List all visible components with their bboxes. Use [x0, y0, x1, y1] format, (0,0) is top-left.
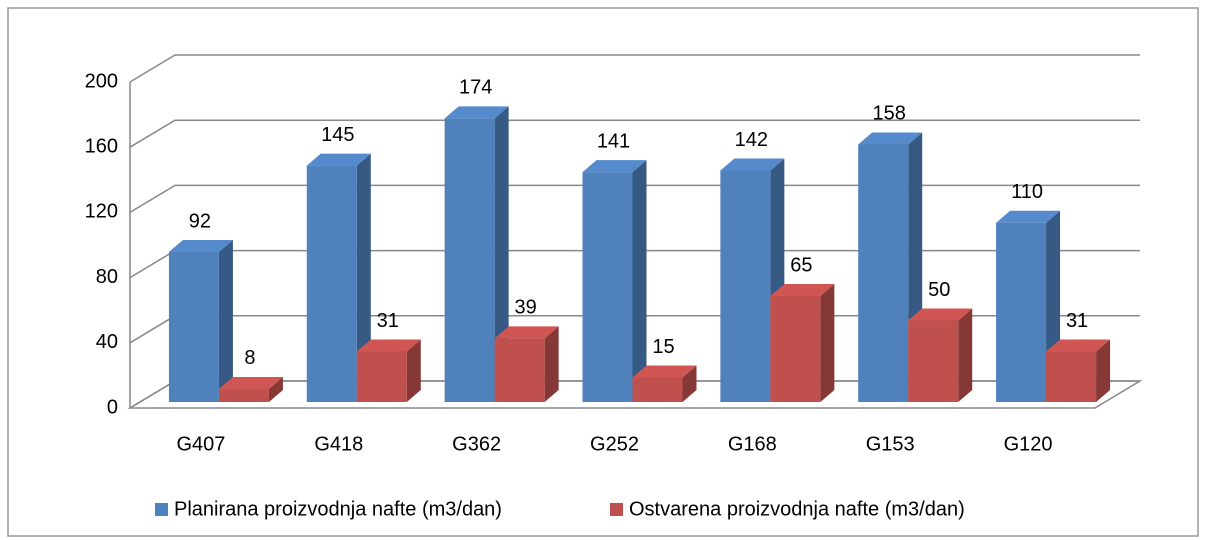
x-tick-label: G418	[314, 433, 363, 455]
bar-top	[858, 132, 923, 145]
bar-front	[218, 388, 269, 402]
y-tick-label: 160	[85, 135, 118, 157]
bar-side	[356, 153, 371, 402]
bar-front	[306, 165, 357, 402]
value-label: 8	[244, 347, 255, 369]
bar	[770, 284, 835, 402]
grid-line	[129, 119, 1140, 148]
bar	[168, 240, 233, 402]
value-label: 39	[515, 297, 537, 319]
bar-side	[682, 365, 697, 402]
value-label: 65	[790, 254, 812, 276]
y-tick-label: 200	[85, 70, 118, 92]
bar-side	[494, 106, 509, 402]
bar-top	[908, 308, 973, 321]
x-tick-label: G252	[590, 433, 639, 455]
value-label: 110	[1011, 181, 1043, 203]
bar	[632, 365, 697, 402]
bar-side	[544, 326, 559, 402]
bar-top	[444, 106, 509, 119]
bar-front	[582, 172, 633, 402]
bar	[218, 376, 283, 402]
value-label: 31	[1066, 310, 1088, 332]
value-label: 92	[189, 210, 211, 232]
legend-label: Ostvarena proizvodnja nafte (m3/dan)	[629, 498, 965, 520]
legend-label: Planirana proizvodnja nafte (m3/dan)	[174, 498, 502, 520]
bar-side	[958, 308, 973, 402]
value-label: 158	[873, 103, 906, 125]
value-label: 15	[652, 336, 674, 358]
y-tick-label: 0	[107, 396, 118, 418]
value-label: 174	[459, 77, 492, 99]
bar-front	[908, 320, 959, 402]
value-label: 142	[735, 129, 768, 151]
bar-front	[356, 351, 407, 402]
bar-top	[168, 240, 233, 253]
bar-front	[444, 118, 495, 402]
bar-side	[218, 240, 233, 402]
bar-front	[996, 222, 1047, 402]
bar-top	[770, 284, 835, 297]
bar	[996, 210, 1061, 402]
bar-top	[582, 160, 647, 173]
legend-swatch	[155, 503, 168, 516]
bar-top	[632, 365, 697, 378]
bar-top	[356, 339, 421, 352]
bar-front	[858, 144, 909, 402]
legend-swatch	[610, 503, 623, 516]
value-label: 141	[597, 130, 630, 152]
bar-side	[632, 160, 647, 402]
bar-side	[1096, 339, 1111, 402]
bar-top	[494, 326, 559, 339]
bar	[1046, 339, 1111, 402]
y-tick-label: 120	[85, 201, 118, 223]
bar	[306, 153, 371, 402]
x-tick-label: G153	[866, 433, 915, 455]
x-tick-label: G120	[1004, 433, 1053, 455]
value-label: 31	[377, 310, 399, 332]
bar	[444, 106, 509, 402]
bar	[908, 308, 973, 402]
bar-top	[996, 210, 1061, 223]
bar-top	[218, 376, 283, 389]
bar-front	[1046, 351, 1097, 402]
bar	[356, 339, 421, 402]
bar-top	[1046, 339, 1111, 352]
grid-line	[129, 184, 1140, 214]
y-tick-label: 80	[96, 266, 118, 288]
bar-top	[720, 158, 785, 171]
bar-front	[720, 170, 771, 402]
x-tick-label: G362	[452, 433, 501, 455]
bar	[582, 160, 647, 402]
value-label: 145	[321, 124, 354, 146]
bar-front	[168, 252, 219, 402]
bar	[494, 326, 559, 402]
bar-top	[306, 153, 371, 166]
value-label: 50	[928, 279, 950, 301]
bar-side	[406, 339, 421, 402]
y-tick-label: 40	[96, 331, 118, 353]
bar-front	[632, 377, 683, 402]
bar-front	[770, 296, 821, 402]
x-tick-label: G168	[728, 433, 777, 455]
bar-front	[494, 338, 545, 402]
bar-side	[820, 284, 835, 402]
bar-side	[268, 376, 283, 402]
grid-line	[129, 54, 1140, 83]
x-tick-label: G407	[176, 433, 225, 455]
